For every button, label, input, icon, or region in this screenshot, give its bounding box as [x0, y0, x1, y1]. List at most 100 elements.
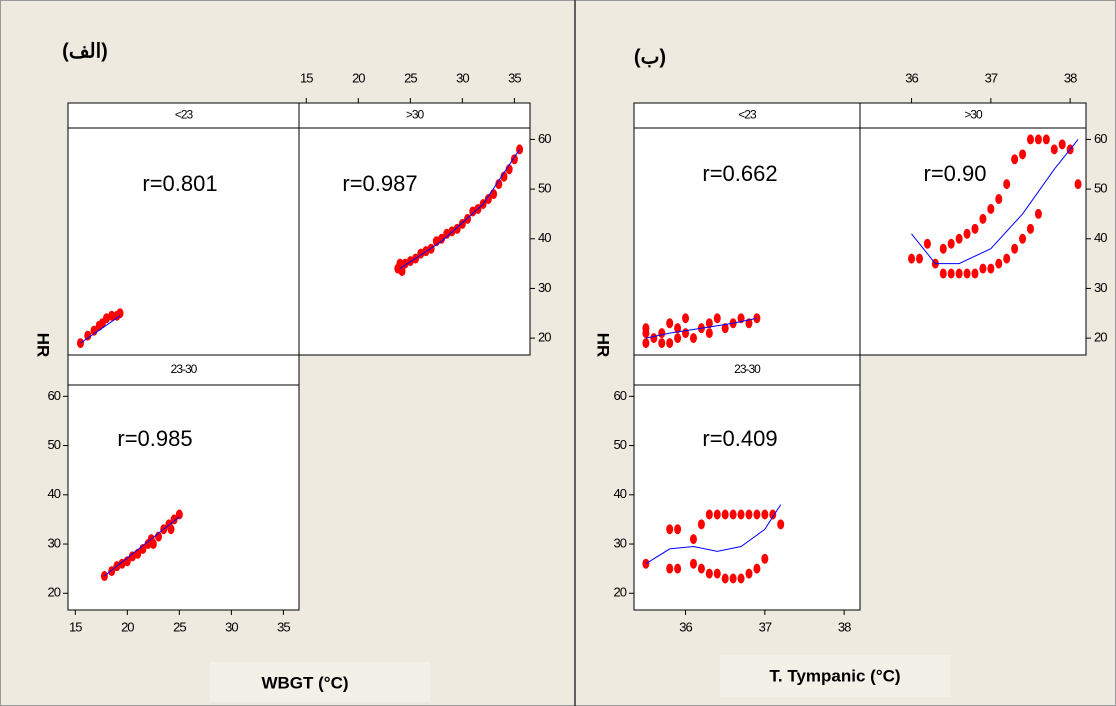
data-point: [753, 509, 761, 520]
y-tick-label: 30: [538, 280, 551, 295]
y-axis-label: HR: [594, 333, 613, 358]
data-point: [729, 509, 737, 520]
data-point: [658, 328, 666, 339]
data-point: [705, 509, 713, 520]
data-point: [642, 338, 650, 349]
x-tick-label: 15: [69, 619, 82, 634]
y-tick-label: 50: [538, 181, 551, 196]
data-point: [1074, 179, 1082, 190]
data-point: [674, 563, 682, 574]
y-tick-label: 50: [614, 437, 627, 452]
data-point: [650, 333, 658, 344]
data-point: [642, 323, 650, 334]
data-point: [769, 509, 777, 520]
y-tick-label: 50: [48, 437, 61, 452]
data-point: [1019, 149, 1027, 160]
xlabel-box: [720, 655, 950, 697]
x-tick-label: 38: [1064, 70, 1077, 85]
data-point: [908, 253, 916, 264]
data-point: [1026, 134, 1034, 145]
fit-line: [80, 315, 121, 344]
data-point: [939, 268, 947, 279]
data-point: [995, 194, 1003, 205]
panel-title: >30: [406, 108, 425, 122]
data-point: [116, 308, 124, 319]
data-point: [979, 263, 987, 274]
y-tick-label: 60: [48, 388, 61, 403]
panel-title: <23: [175, 108, 194, 122]
y-tick-label: 30: [1094, 280, 1107, 295]
fit-line: [104, 516, 180, 577]
data-point: [1011, 154, 1019, 165]
data-point: [1058, 139, 1066, 150]
data-point: [438, 233, 446, 244]
data-point: [971, 223, 979, 234]
data-point: [495, 179, 503, 190]
data-point: [90, 325, 98, 336]
data-point: [510, 154, 518, 165]
panel-title: <23: [738, 108, 757, 122]
annotation: r=0.987: [342, 171, 417, 196]
data-point: [915, 253, 923, 264]
data-point: [1019, 233, 1027, 244]
x-tick-label: 15: [300, 70, 313, 85]
data-point: [697, 563, 705, 574]
data-point: [713, 313, 721, 324]
y-tick-label: 40: [48, 486, 61, 501]
y-tick-label: 60: [538, 131, 551, 146]
data-point: [658, 338, 666, 349]
y-tick-label: 20: [538, 330, 551, 345]
data-point: [175, 509, 183, 520]
panel-strip: [67, 102, 300, 129]
x-tick-label: 20: [121, 619, 134, 634]
data-point: [761, 553, 769, 564]
y-tick-label: 40: [1094, 230, 1107, 245]
x-axis-label: WBGT (°C): [261, 673, 348, 692]
y-tick-label: 30: [48, 535, 61, 550]
data-point: [987, 203, 995, 214]
data-point: [1003, 179, 1011, 190]
data-point: [705, 568, 713, 579]
panel-strip: [298, 102, 531, 129]
data-point: [721, 573, 729, 584]
data-point: [705, 318, 713, 329]
x-tick-label: 25: [173, 619, 186, 634]
data-point: [721, 323, 729, 334]
panel-title: >30: [964, 108, 983, 122]
plot-area: [633, 127, 861, 356]
panel-title: 23-30: [171, 362, 198, 376]
panel-strip: [67, 354, 300, 386]
x-tick-label: 35: [277, 619, 290, 634]
data-point: [674, 524, 682, 535]
data-point: [682, 328, 690, 339]
x-tick-label: 37: [759, 619, 772, 634]
y-tick-label: 40: [614, 486, 627, 501]
data-point: [947, 238, 955, 249]
annotation: r=0.985: [117, 426, 192, 451]
annotation: r=0.409: [702, 426, 777, 451]
x-tick-label: 37: [985, 70, 998, 85]
x-tick-label: 36: [679, 619, 692, 634]
data-point: [500, 171, 508, 182]
data-point: [995, 258, 1003, 269]
x-tick-label: 36: [905, 70, 918, 85]
data-point: [745, 568, 753, 579]
data-point: [947, 268, 955, 279]
data-point: [729, 573, 737, 584]
data-point: [705, 328, 713, 339]
data-point: [674, 323, 682, 334]
data-point: [689, 534, 697, 545]
data-point: [1042, 134, 1050, 145]
data-point: [987, 263, 995, 274]
data-point: [1003, 253, 1011, 264]
data-point: [955, 233, 963, 244]
data-point: [100, 571, 108, 582]
x-tick-label: 30: [456, 70, 469, 85]
data-point: [642, 558, 650, 569]
fit-line: [645, 317, 758, 339]
data-point: [955, 268, 963, 279]
data-point: [108, 310, 116, 321]
data-point: [721, 509, 729, 520]
fit-line: [645, 504, 782, 565]
x-tick-label: 35: [508, 70, 521, 85]
